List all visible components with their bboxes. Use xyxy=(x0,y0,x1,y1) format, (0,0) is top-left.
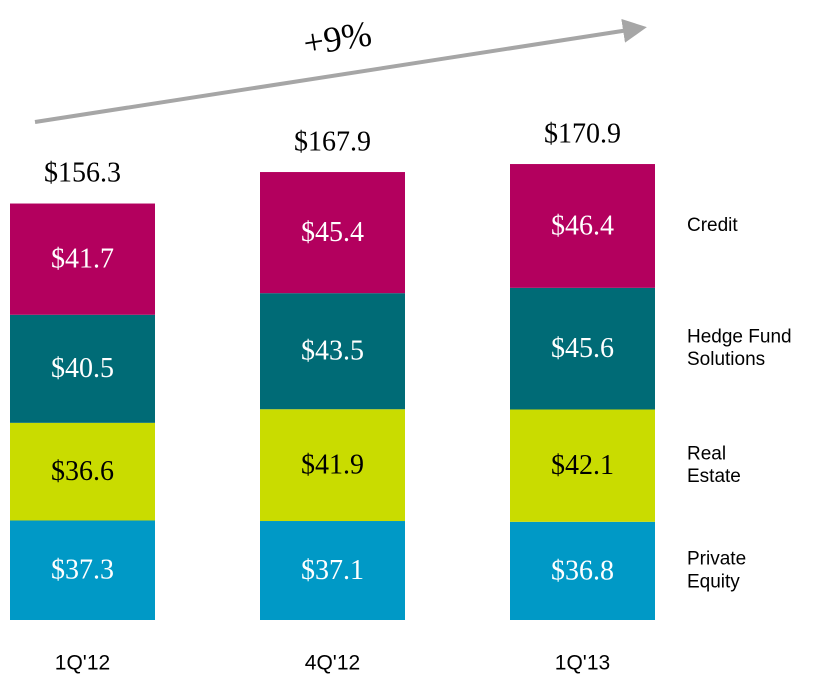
legend-label: Hedge Fund Solutions xyxy=(687,326,797,370)
bar-segment xyxy=(10,314,155,423)
value-label: $37.3 xyxy=(51,555,114,586)
legend-label: Credit xyxy=(687,215,738,236)
value-label: $45.6 xyxy=(551,333,614,364)
x-tick-label: 1Q'12 xyxy=(55,652,110,674)
legend-label: Private Equity xyxy=(687,549,751,593)
value-label: $36.8 xyxy=(551,555,614,586)
bar-segment xyxy=(510,409,655,522)
value-label: $45.4 xyxy=(301,217,364,248)
total-label: $156.3 xyxy=(44,157,121,188)
value-label: $41.7 xyxy=(51,244,114,275)
bar-segment xyxy=(260,521,405,620)
value-label: $46.4 xyxy=(551,210,614,241)
bar-segment xyxy=(260,172,405,294)
value-label: $37.1 xyxy=(301,555,364,586)
bar-segment xyxy=(260,293,405,410)
bar-segment xyxy=(260,409,405,522)
value-label: $41.9 xyxy=(301,450,364,481)
bar-segment xyxy=(10,203,155,315)
value-label: $36.6 xyxy=(51,456,114,487)
bar-segment xyxy=(510,164,655,288)
bar-segment xyxy=(510,287,655,410)
growth-arrow xyxy=(34,18,647,124)
x-tick-label: 1Q'13 xyxy=(555,652,610,674)
legend-label: Real Estate xyxy=(687,443,741,487)
x-tick-label: 4Q'12 xyxy=(305,652,360,674)
total-label: $170.9 xyxy=(544,118,621,149)
value-label: $43.5 xyxy=(301,336,364,367)
value-label: $42.1 xyxy=(551,450,614,481)
growth-annotation: +9% xyxy=(301,13,375,63)
bar-segment xyxy=(10,520,155,620)
total-label: $167.9 xyxy=(294,126,371,157)
bar-segment xyxy=(510,521,655,620)
bar-segment xyxy=(10,422,155,521)
value-label: $40.5 xyxy=(51,353,114,384)
